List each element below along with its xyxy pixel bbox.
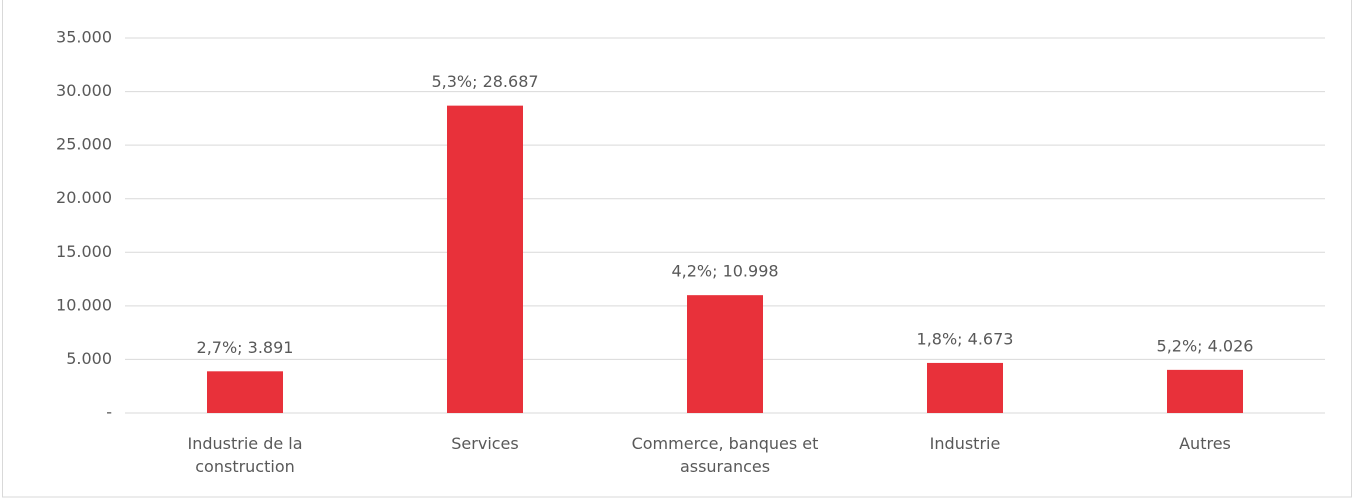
y-tick-label: 25.000 — [56, 135, 112, 154]
y-tick-label: 30.000 — [56, 81, 112, 100]
y-tick-label: - — [106, 403, 112, 422]
data-label: 1,8%; 4.673 — [917, 329, 1014, 348]
x-tick-label: Commerce, banques et assurances — [631, 434, 819, 476]
y-tick-label: 10.000 — [56, 295, 112, 314]
y-tick-label: 15.000 — [56, 242, 112, 261]
y-tick-label: 5.000 — [66, 349, 112, 368]
data-label: 2,7%; 3.891 — [197, 338, 294, 357]
data-label: 5,3%; 28.687 — [431, 72, 538, 91]
bar — [447, 105, 523, 413]
y-tick-label: 20.000 — [56, 188, 112, 207]
x-tick-label: Industrie de la construction — [187, 434, 303, 476]
x-tick-label: Autres — [1179, 434, 1231, 453]
y-tick-label: 35.000 — [56, 28, 112, 47]
bar — [687, 295, 763, 413]
bar — [207, 371, 283, 413]
bar — [927, 362, 1003, 413]
data-label: 5,2%; 4.026 — [1157, 336, 1254, 355]
bar — [1167, 369, 1243, 413]
data-label: 4,2%; 10.998 — [671, 262, 778, 281]
x-tick-label: Industrie — [929, 434, 1001, 453]
x-tick-label: Services — [451, 434, 519, 453]
